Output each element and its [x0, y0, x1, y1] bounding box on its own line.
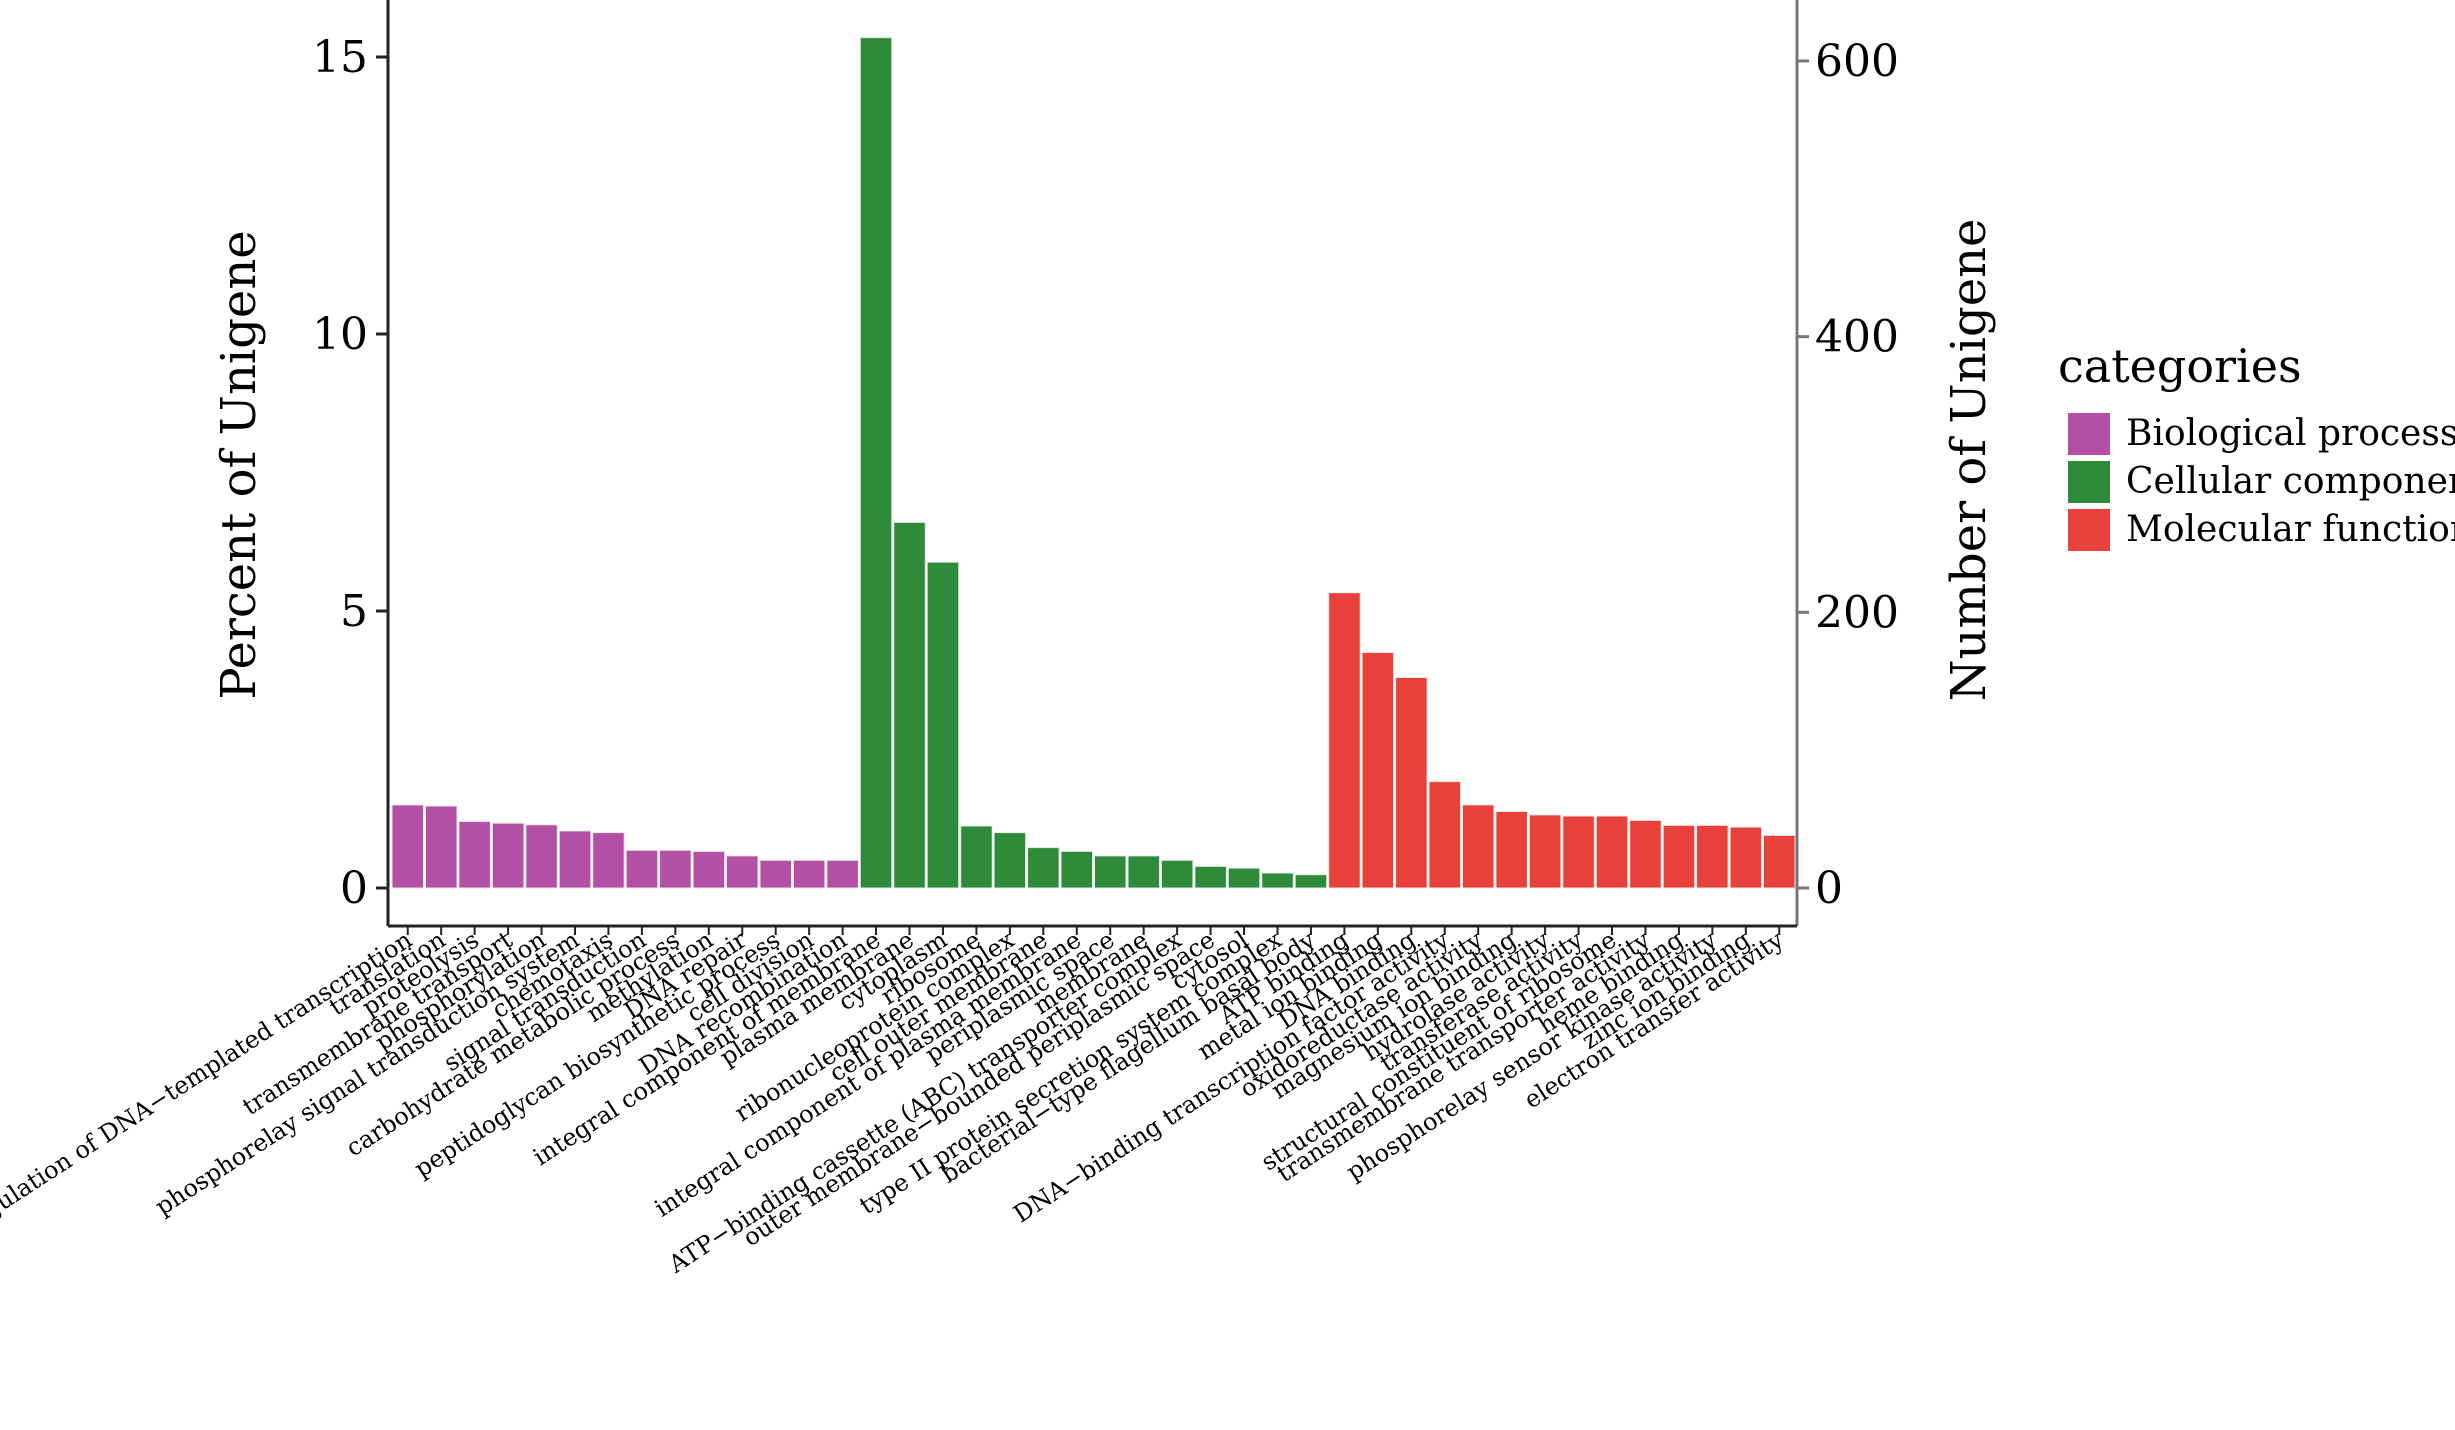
legend: categories Biological process Cellular co…: [2058, 339, 2455, 551]
bar: [1027, 847, 1060, 889]
bar: [759, 859, 792, 889]
legend-swatch: [2068, 509, 2110, 551]
left-tick-label: 0: [340, 863, 368, 914]
bar: [1328, 592, 1361, 889]
legend-label: Biological process: [2126, 413, 2455, 454]
bar: [1160, 859, 1194, 889]
bar: [1361, 652, 1395, 889]
left-tick-label: 15: [312, 32, 368, 83]
bar: [1127, 855, 1160, 889]
bar: [1261, 872, 1294, 889]
bar: [1729, 826, 1763, 889]
bar: [391, 804, 424, 889]
bar: [1763, 834, 1796, 889]
bar: [458, 821, 491, 889]
bar: [1462, 804, 1495, 889]
bar: [1696, 824, 1729, 889]
bar: [726, 855, 759, 889]
legend-swatch: [2068, 413, 2110, 455]
bar: [1528, 814, 1562, 889]
bar: [826, 859, 859, 889]
bar: [625, 849, 659, 889]
bar: [1094, 855, 1127, 889]
bar: [1060, 850, 1093, 889]
bar: [993, 832, 1027, 889]
bar: [1227, 867, 1261, 889]
legend-swatch: [2068, 461, 2110, 503]
bar: [491, 822, 525, 889]
right-tick-label: 600: [1815, 36, 1899, 87]
bar: [1395, 677, 1428, 889]
right-tick-label: 0: [1815, 863, 1843, 914]
bar: [926, 561, 960, 889]
legend-label: Cellular component: [2126, 461, 2455, 502]
bar: [1294, 874, 1328, 889]
left-tick-label: 5: [340, 586, 368, 637]
bar: [1629, 819, 1662, 889]
bar: [1595, 815, 1629, 889]
y-axis-title-left: Percent of Unigene: [211, 230, 267, 699]
bar: [893, 521, 926, 889]
y-axis-title-right: Number of Unigene: [1941, 219, 1997, 702]
bar: [1495, 811, 1528, 889]
left-tick-label: 10: [312, 309, 368, 360]
bars-group: [391, 37, 1796, 889]
bar: [1562, 815, 1595, 889]
bar: [558, 830, 592, 889]
legend-title: categories: [2058, 339, 2302, 393]
right-tick-label: 400: [1815, 312, 1899, 363]
bar: [692, 850, 726, 889]
bar: [592, 832, 625, 889]
right-tick-label: 200: [1815, 587, 1899, 638]
bar: [1428, 781, 1461, 889]
axes-group: 0 5 10 15 0 200 400 600: [312, 0, 1899, 935]
bar: [960, 825, 993, 889]
bar: [425, 805, 458, 889]
bar: [1662, 824, 1696, 889]
legend-label: Molecular function: [2126, 509, 2455, 550]
bar: [1194, 865, 1227, 889]
bar: [525, 824, 558, 889]
bar: [659, 849, 692, 889]
bar: [792, 859, 826, 889]
bar: [859, 37, 893, 889]
category-labels-group: regulation of DNA−templated transcriptio…: [0, 925, 1789, 1279]
